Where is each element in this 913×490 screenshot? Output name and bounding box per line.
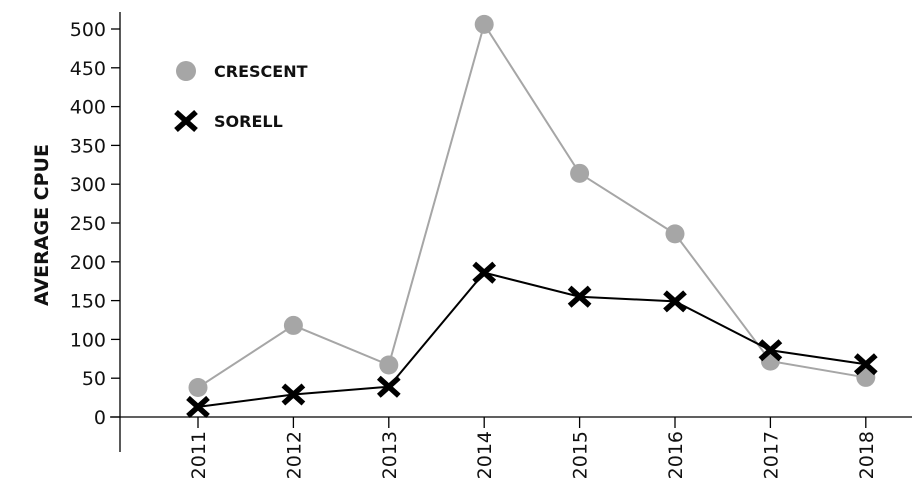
y-tick-label: 300 [70, 174, 106, 196]
y-tick-label: 450 [70, 58, 106, 80]
data-point-crescent [283, 315, 303, 335]
x-tick-label: 2015 [570, 431, 592, 479]
x-marker-stroke [186, 395, 210, 418]
series-line-crescent [197, 21, 866, 389]
legend-marker-sorell [174, 109, 198, 133]
x-tick-label: 2011 [188, 431, 210, 479]
data-point-sorell [663, 290, 687, 313]
data-point-crescent [188, 378, 208, 398]
data-point-sorell [281, 383, 306, 406]
x-tick-label: 2016 [665, 431, 687, 479]
x-marker-stroke [758, 339, 783, 362]
y-tick-label: 150 [70, 291, 106, 313]
y-ticks: 0 50 100 150 200 250 300 350 400 450 500 [70, 19, 120, 429]
data-point-crescent [379, 355, 399, 375]
data-point-crescent [665, 224, 685, 244]
y-tick-label: 200 [70, 252, 106, 274]
legend-marker-crescent [176, 61, 196, 81]
x-marker-stroke [472, 261, 497, 284]
x-marker-stroke [376, 375, 401, 398]
y-tick-label: 50 [82, 368, 106, 390]
series-layer [186, 14, 878, 418]
x-tick-label: 2012 [283, 431, 305, 479]
data-point-crescent [856, 367, 876, 387]
data-point-sorell [472, 261, 497, 284]
y-tick-label: 0 [94, 407, 106, 429]
x-tick-label: 2014 [474, 431, 496, 479]
y-tick-label: 100 [70, 329, 106, 351]
x-tick-label: 2017 [760, 431, 782, 479]
legend-label-crescent: CRESCENT [214, 62, 308, 81]
y-axis-title: AVERAGE CPUE [31, 144, 53, 306]
x-tick-label: 2013 [379, 431, 401, 479]
x-tick-label: 2018 [856, 431, 878, 479]
x-marker-stroke [567, 285, 592, 308]
x-ticks: 2011 2012 2013 2014 2015 2016 2017 2018 [188, 417, 878, 479]
data-point-sorell [186, 395, 210, 418]
legend-label-sorell: SORELL [214, 112, 283, 131]
data-point-crescent [570, 163, 590, 183]
x-marker-stroke [174, 109, 198, 133]
data-point-crescent [474, 14, 494, 34]
y-tick-label: 500 [70, 19, 106, 41]
x-marker-stroke [663, 290, 687, 313]
data-point-sorell [758, 339, 783, 362]
y-tick-label: 350 [70, 135, 106, 157]
data-point-sorell [853, 353, 878, 376]
legend: CRESCENT SORELL [174, 61, 308, 133]
x-marker-stroke [281, 383, 306, 406]
y-tick-label: 250 [70, 213, 106, 235]
data-point-sorell [567, 285, 592, 308]
data-point-sorell [376, 375, 401, 398]
y-tick-label: 400 [70, 97, 106, 119]
x-marker-stroke [853, 353, 878, 376]
series-line-sorell [197, 271, 866, 408]
